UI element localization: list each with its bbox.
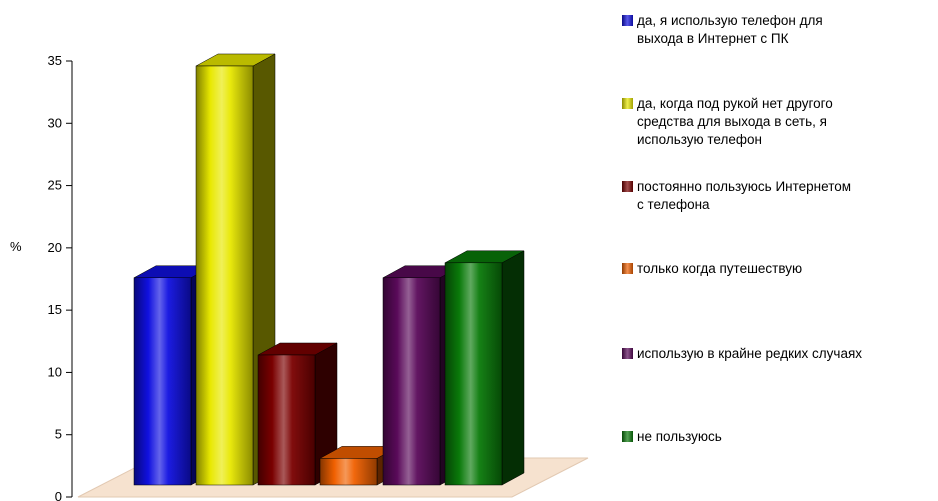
bars xyxy=(133,53,525,486)
legend-swatch xyxy=(622,98,633,109)
bar-front xyxy=(133,277,192,486)
legend-label: постоянно пользуюсь Интернетом с телефон… xyxy=(637,179,852,212)
legend-label: только когда путешествую xyxy=(637,261,803,276)
legend-swatch xyxy=(622,348,633,359)
y-tick-label: 25 xyxy=(48,178,62,193)
legend-label: не пользуюсь xyxy=(637,429,722,444)
bar xyxy=(257,342,338,486)
legend-label: да, я использую телефон для выхода в Инт… xyxy=(637,13,823,46)
legend-swatch xyxy=(622,263,633,274)
y-tick-label: 15 xyxy=(48,302,62,317)
legend-swatch xyxy=(622,15,633,26)
bar-front xyxy=(257,354,316,486)
y-tick-label: 0 xyxy=(55,489,62,501)
legend-swatch xyxy=(622,181,633,192)
legend-item: постоянно пользуюсь Интернетом с телефон… xyxy=(622,178,938,214)
legend-item: да, когда под рукой нет другого средства… xyxy=(622,95,938,149)
legend-label: да, когда под рукой нет другого средства… xyxy=(637,96,833,147)
y-tick-label: 35 xyxy=(48,53,62,68)
legend: да, я использую телефон для выхода в Инт… xyxy=(622,0,938,501)
bar-front xyxy=(319,458,378,486)
y-tick-label: 10 xyxy=(48,364,62,379)
legend-item: только когда путешествую xyxy=(622,260,938,278)
y-tick-label: 30 xyxy=(48,115,62,130)
legend-label: использую в крайне редких случаях xyxy=(637,346,863,361)
bar-front xyxy=(444,262,503,486)
legend-swatch xyxy=(622,431,633,442)
bar xyxy=(444,250,525,486)
y-axis: 0 5 10 15 20 25 30 35 xyxy=(48,53,73,501)
legend-item: да, я использую телефон для выхода в Инт… xyxy=(622,12,938,48)
bar-side xyxy=(501,250,525,486)
bar-front xyxy=(382,277,441,486)
y-tick-label: 20 xyxy=(48,240,62,255)
y-axis-label: % xyxy=(10,239,22,254)
legend-item: использую в крайне редких случаях xyxy=(622,345,938,363)
bar-chart: 0 5 10 15 20 25 30 35 % xyxy=(10,53,589,501)
y-tick-label: 5 xyxy=(55,427,62,442)
bar-front xyxy=(195,65,254,486)
legend-item: не пользуюсь xyxy=(622,428,938,446)
